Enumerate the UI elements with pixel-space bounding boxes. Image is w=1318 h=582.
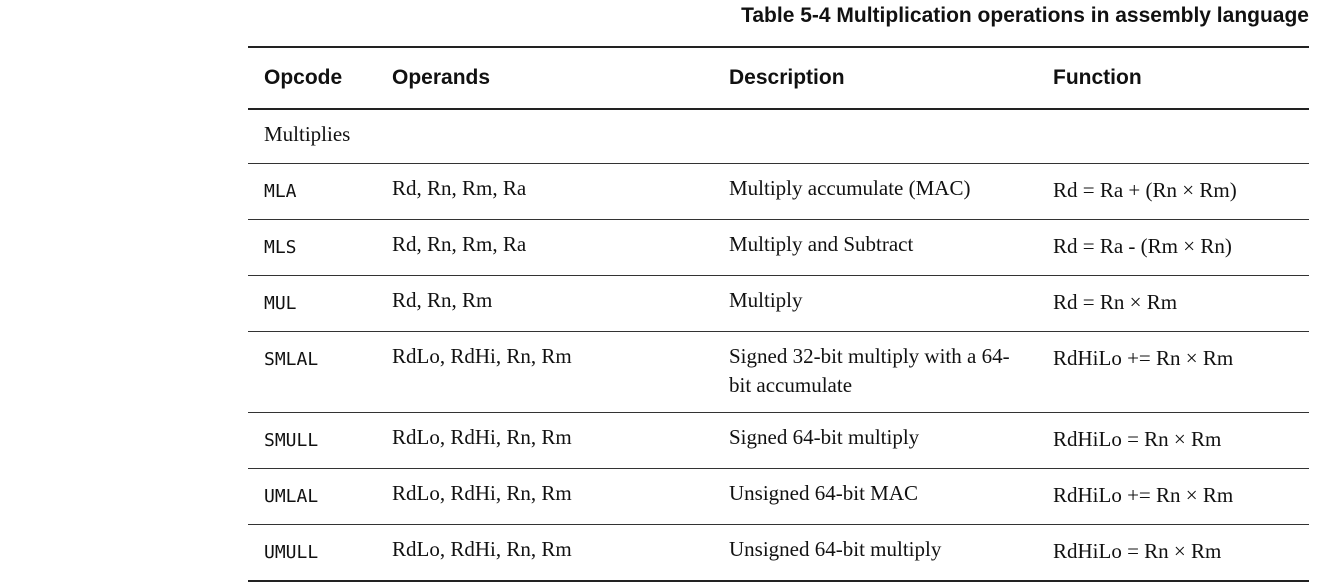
operands-cell: RdLo, RdHi, Rn, Rm (376, 468, 713, 525)
header-operands: Operands (376, 47, 713, 110)
function-cell: Rd = Ra + (Rn × Rm) (1037, 163, 1309, 220)
table-body: Multiplies MLA Rd, Rn, Rm, Ra Multiply a… (248, 109, 1309, 581)
function-cell: Rd = Ra - (Rm × Rn) (1037, 219, 1309, 276)
opcode-cell: MLS (248, 219, 376, 276)
function-cell: Rd = Rn × Rm (1037, 275, 1309, 332)
function-cell: RdHiLo = Rn × Rm (1037, 412, 1309, 469)
header-opcode: Opcode (248, 47, 376, 110)
opcode-cell: UMLAL (248, 468, 376, 525)
header-row: Opcode Operands Description Function (248, 47, 1309, 110)
table-row: MUL Rd, Rn, Rm Multiply Rd = Rn × Rm (248, 275, 1309, 332)
opcode-cell: MLA (248, 163, 376, 220)
description-cell: Signed 32-bit multiply with a 64-bit acc… (713, 331, 1037, 413)
description-cell: Unsigned 64-bit multiply (729, 537, 942, 561)
function-cell: RdHiLo += Rn × Rm (1037, 468, 1309, 525)
function-cell: RdHiLo += Rn × Rm (1037, 331, 1309, 413)
function-cell: RdHiLo = Rn × Rm (1053, 539, 1222, 563)
opcode-cell: UMULL (264, 542, 319, 563)
multiplication-operations-table: Opcode Operands Description Function Mul… (248, 46, 1309, 582)
description-cell: Unsigned 64-bit MAC (713, 468, 1037, 525)
operands-cell: RdLo, RdHi, Rn, Rm (392, 537, 572, 561)
table-row: UMLAL RdLo, RdHi, Rn, Rm Unsigned 64-bit… (248, 468, 1309, 525)
operands-cell: Rd, Rn, Rm, Ra (376, 219, 713, 276)
table-row: SMULL RdLo, RdHi, Rn, Rm Signed 64-bit m… (248, 412, 1309, 469)
table-title: Table 5-4 Multiplication operations in a… (741, 4, 1309, 27)
table-header: Opcode Operands Description Function (248, 47, 1309, 110)
description-cell: Multiply and Subtract (713, 219, 1037, 276)
operands-cell: Rd, Rn, Rm (376, 275, 713, 332)
operands-cell: Rd, Rn, Rm, Ra (376, 163, 713, 220)
description-cell: Multiply (713, 275, 1037, 332)
header-description: Description (713, 47, 1037, 110)
header-function: Function (1037, 47, 1309, 110)
opcode-cell: SMLAL (248, 331, 376, 413)
description-cell: Signed 64-bit multiply (713, 412, 1037, 469)
opcode-cell: SMULL (248, 412, 376, 469)
table-row: UMULL RdLo, RdHi, Rn, Rm Unsigned 64-bit… (248, 525, 1309, 582)
table-row: MLA Rd, Rn, Rm, Ra Multiply accumulate (… (248, 163, 1309, 220)
operands-cell: RdLo, RdHi, Rn, Rm (376, 331, 713, 413)
section-row: Multiplies (248, 109, 1309, 164)
section-label: Multiplies (248, 109, 1309, 164)
table-row: MLS Rd, Rn, Rm, Ra Multiply and Subtract… (248, 219, 1309, 276)
operands-cell: RdLo, RdHi, Rn, Rm (376, 412, 713, 469)
table-row: SMLAL RdLo, RdHi, Rn, Rm Signed 32-bit m… (248, 331, 1309, 413)
description-cell: Multiply accumulate (MAC) (713, 163, 1037, 220)
opcode-cell: MUL (248, 275, 376, 332)
